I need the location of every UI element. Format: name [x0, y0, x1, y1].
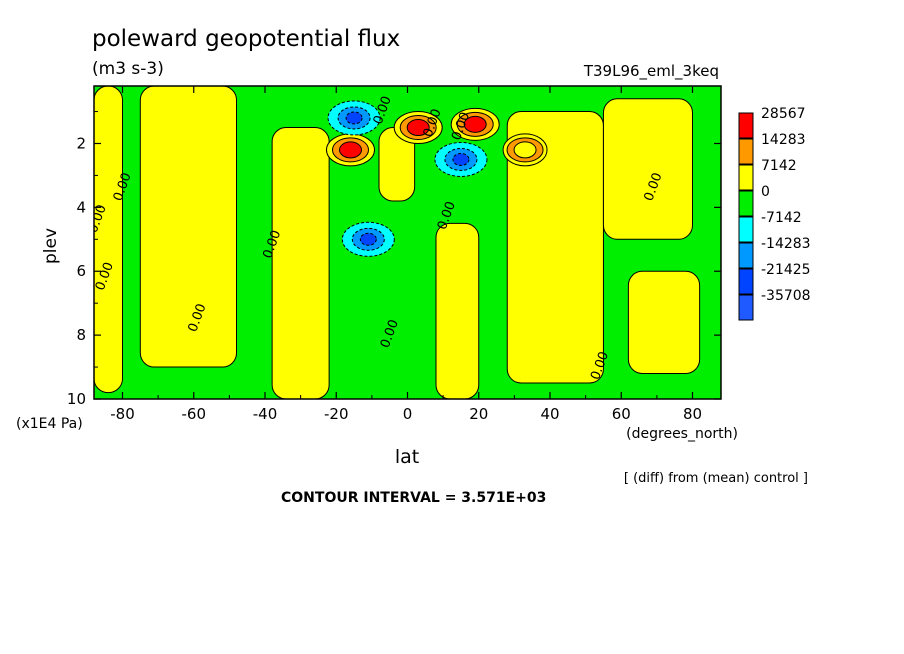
legend-label: -35708	[761, 288, 811, 304]
legend-swatch	[738, 138, 754, 165]
legend-swatch	[738, 242, 754, 269]
maximum-10	[393, 111, 443, 145]
y-tick-label: 8	[76, 326, 86, 344]
x-tick-label: -80	[110, 405, 135, 423]
x-axis-label: lat	[395, 446, 419, 468]
x-tick-label: 80	[683, 405, 702, 423]
maximum-9	[326, 133, 375, 167]
contour-regions	[94, 86, 701, 399]
maximum-11	[450, 107, 500, 141]
chart-units: (m3 s-3)	[92, 59, 164, 79]
legend: 28567 14283 7142 0 -7142 -14283 -21425 -35708	[738, 106, 811, 321]
legend-label: -14283	[761, 236, 811, 252]
x-tick-label: -20	[324, 405, 349, 423]
x-tick-label: -40	[253, 405, 278, 423]
y-tick-label: 10	[67, 390, 86, 408]
legend-swatch	[738, 216, 754, 243]
minimum-14	[434, 141, 488, 177]
min-ring-3	[359, 232, 377, 246]
positive-region-3	[271, 127, 330, 399]
legend-label: -21425	[761, 262, 811, 278]
legend-label: 7142	[761, 158, 797, 174]
max-ring-3	[406, 119, 430, 137]
x-axis-units: (degrees_north)	[626, 426, 738, 442]
x-axis: -80 -60 -40 -20 0 20 40 60 80	[110, 86, 702, 423]
positive-region-2	[139, 86, 237, 368]
legend-swatch	[738, 112, 754, 139]
y-axis-units: (x1E4 Pa)	[16, 416, 83, 432]
minimum-13	[327, 100, 381, 136]
min-ring-3	[345, 111, 363, 125]
y-tick-label: 6	[76, 262, 86, 280]
x-tick-label: -60	[182, 405, 207, 423]
x-tick-label: 40	[540, 405, 559, 423]
legend-swatch	[738, 164, 754, 191]
max-ring-3	[463, 115, 487, 133]
legend-label: 28567	[761, 106, 806, 122]
run-label: T39L96_eml_3keq	[583, 62, 719, 81]
positive-region-5	[435, 222, 480, 399]
y-tick-label: 4	[76, 198, 86, 216]
positive-region-7	[602, 98, 693, 240]
positive-region-8	[627, 270, 701, 374]
x-tick-label: 60	[612, 405, 631, 423]
chart-title: poleward geopotential flux	[92, 26, 400, 52]
legend-label: 14283	[761, 132, 806, 148]
positive-region-6	[506, 111, 604, 384]
minimum-15	[341, 221, 395, 257]
max-ring-3	[339, 141, 362, 159]
positive-region-1	[94, 86, 123, 394]
footnote: [ (diff) from (mean) control ]	[624, 471, 808, 486]
y-axis: 2 4 6 8 10	[67, 111, 721, 408]
contour-interval: CONTOUR INTERVAL = 3.571E+03	[281, 490, 546, 506]
max-ring-3	[513, 141, 537, 159]
legend-swatch	[738, 268, 754, 295]
legend-label: 0	[761, 184, 770, 200]
min-ring-3	[452, 152, 470, 166]
legend-label: -7142	[761, 210, 802, 226]
x-tick-label: 20	[469, 405, 488, 423]
y-tick-label: 2	[76, 134, 86, 152]
x-tick-label: 0	[403, 405, 413, 423]
maximum-12	[502, 133, 548, 167]
legend-swatch	[738, 190, 754, 217]
y-axis-label: plev	[41, 228, 61, 264]
legend-swatch	[738, 294, 754, 321]
